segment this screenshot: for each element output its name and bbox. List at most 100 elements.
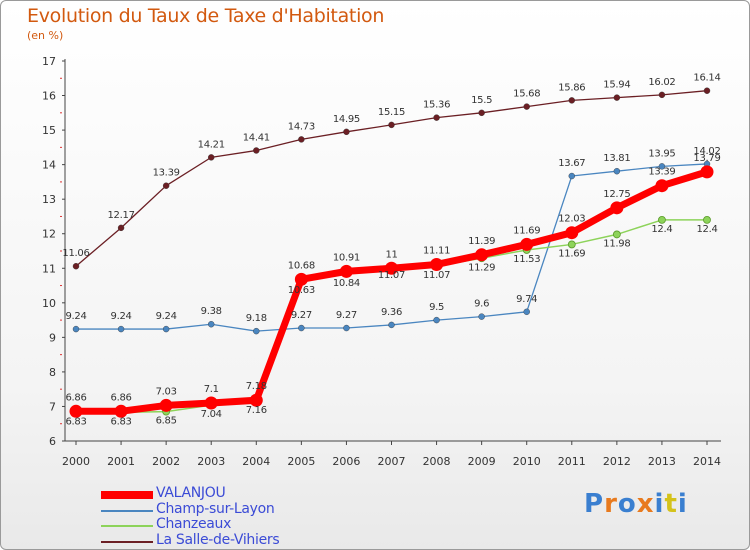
data-point-valanjou — [159, 398, 173, 412]
logo-letter: i — [677, 489, 688, 519]
data-label-la-salle-de-vihiers: 11.06 — [62, 248, 89, 259]
x-tick-label: 2006 — [332, 455, 360, 468]
data-label-valanjou: 11 — [385, 249, 397, 260]
data-point-champ-sur-layon — [343, 324, 350, 332]
legend-swatch — [101, 509, 153, 512]
data-label-champ-sur-layon: 9.74 — [516, 294, 537, 305]
data-point-la-salle-de-vihiers — [253, 147, 260, 154]
data-label-la-salle-de-vihiers: 15.36 — [423, 100, 450, 111]
data-point-valanjou — [430, 257, 444, 271]
legend-label: La Salle-de-Vihiers — [156, 531, 280, 548]
x-tick-label: 2001 — [107, 455, 135, 468]
legend-swatch — [101, 540, 153, 543]
data-point-la-salle-de-vihiers — [72, 263, 80, 270]
data-label-champ-sur-layon: 13.67 — [558, 158, 585, 169]
data-point-champ-sur-layon — [117, 325, 125, 333]
data-point-la-salle-de-vihiers — [478, 109, 485, 117]
data-label-valanjou: 7.03 — [156, 386, 177, 397]
logo-letter: P — [584, 489, 605, 519]
y-tick-label: 15 — [42, 124, 56, 137]
data-label-champ-sur-layon: 9.24 — [111, 311, 132, 322]
data-label-champ-sur-layon: 9.5 — [429, 302, 444, 313]
data-label-la-salle-de-vihiers: 14.41 — [243, 132, 270, 143]
data-point-valanjou — [385, 261, 398, 275]
data-label-chanzeaux: 11.07 — [378, 270, 405, 281]
x-tick-label: 2005 — [287, 455, 315, 468]
y-minor-tick — [60, 146, 62, 148]
data-point-champ-sur-layon — [298, 324, 305, 332]
data-point-la-salle-de-vihiers — [343, 128, 350, 136]
y-minor-tick — [60, 112, 62, 114]
y-minor-tick — [60, 423, 62, 425]
legend-label: Chanzeaux — [156, 516, 232, 532]
y-tick-label: 12 — [42, 228, 56, 241]
y-minor-tick — [60, 319, 62, 321]
data-point-valanjou — [520, 237, 534, 251]
data-point-chanzeaux — [658, 216, 666, 224]
data-label-valanjou: 7.18 — [246, 381, 267, 392]
legend-label: Champ-sur-Layon — [156, 500, 275, 517]
data-label-champ-sur-layon: 9.36 — [381, 307, 402, 318]
data-label-champ-sur-layon: 13.95 — [648, 148, 675, 159]
y-tick-label: 14 — [42, 159, 56, 172]
logo-letter: i — [654, 489, 665, 519]
data-label-chanzeaux: 11.29 — [468, 262, 495, 273]
data-label-valanjou: 6.86 — [65, 392, 86, 403]
data-label-chanzeaux: 12.4 — [696, 224, 717, 235]
data-label-champ-sur-layon: 9.6 — [474, 299, 489, 310]
y-tick-label: 10 — [42, 297, 56, 310]
data-label-la-salle-de-vihiers: 16.02 — [648, 77, 675, 88]
data-point-la-salle-de-vihiers — [613, 94, 621, 101]
y-minor-tick — [60, 215, 62, 217]
data-point-la-salle-de-vihiers — [658, 91, 666, 99]
data-label-chanzeaux: 10.84 — [333, 278, 360, 289]
data-label-champ-sur-layon: 13.81 — [603, 153, 630, 164]
data-label-la-salle-de-vihiers: 16.14 — [693, 73, 720, 84]
y-tick-label: 11 — [42, 262, 56, 275]
logo-letter: o — [617, 489, 637, 519]
logo-letter: x — [636, 489, 655, 519]
data-label-la-salle-de-vihiers: 15.68 — [513, 89, 540, 100]
data-label-valanjou: 10.91 — [333, 252, 360, 263]
data-point-la-salle-de-vihiers — [568, 97, 575, 104]
data-label-champ-sur-layon: 9.18 — [246, 313, 267, 324]
data-point-champ-sur-layon — [523, 308, 530, 315]
data-label-valanjou: 12.03 — [558, 214, 585, 225]
data-point-valanjou — [249, 393, 263, 407]
data-point-la-salle-de-vihiers — [433, 114, 440, 121]
data-point-champ-sur-layon — [433, 316, 440, 324]
data-point-la-salle-de-vihiers — [117, 224, 125, 232]
y-minor-tick — [60, 250, 62, 252]
data-point-champ-sur-layon — [613, 167, 621, 175]
y-tick-label: 8 — [49, 366, 56, 379]
data-label-valanjou: 6.86 — [111, 392, 132, 403]
data-label-chanzeaux: 6.83 — [111, 416, 132, 427]
x-tick-label: 2011 — [558, 455, 586, 468]
data-point-champ-sur-layon — [478, 313, 485, 320]
data-point-champ-sur-layon — [72, 325, 80, 333]
data-label-la-salle-de-vihiers: 15.94 — [603, 80, 630, 91]
data-label-la-salle-de-vihiers: 15.15 — [378, 107, 405, 118]
data-label-valanjou: 13.79 — [693, 153, 720, 164]
y-minor-tick — [60, 388, 62, 390]
x-tick-label: 2009 — [468, 455, 496, 468]
y-tick-label: 17 — [42, 55, 56, 68]
data-point-valanjou — [69, 404, 83, 418]
data-label-la-salle-de-vihiers: 13.39 — [153, 168, 180, 179]
data-label-valanjou: 12.75 — [603, 189, 630, 200]
data-point-valanjou — [339, 264, 353, 278]
data-point-la-salle-de-vihiers — [523, 103, 530, 110]
data-point-valanjou — [655, 179, 669, 193]
x-tick-label: 2014 — [693, 455, 721, 468]
data-label-chanzeaux: 10.63 — [288, 285, 315, 296]
data-label-valanjou: 11.69 — [513, 225, 540, 236]
legend-swatch — [101, 491, 153, 499]
x-tick-label: 2002 — [152, 455, 180, 468]
x-tick-label: 2004 — [242, 455, 270, 468]
data-label-chanzeaux: 11.53 — [513, 254, 540, 265]
data-point-valanjou — [565, 226, 579, 240]
data-point-la-salle-de-vihiers — [208, 154, 215, 161]
y-tick-label: 7 — [49, 400, 56, 413]
